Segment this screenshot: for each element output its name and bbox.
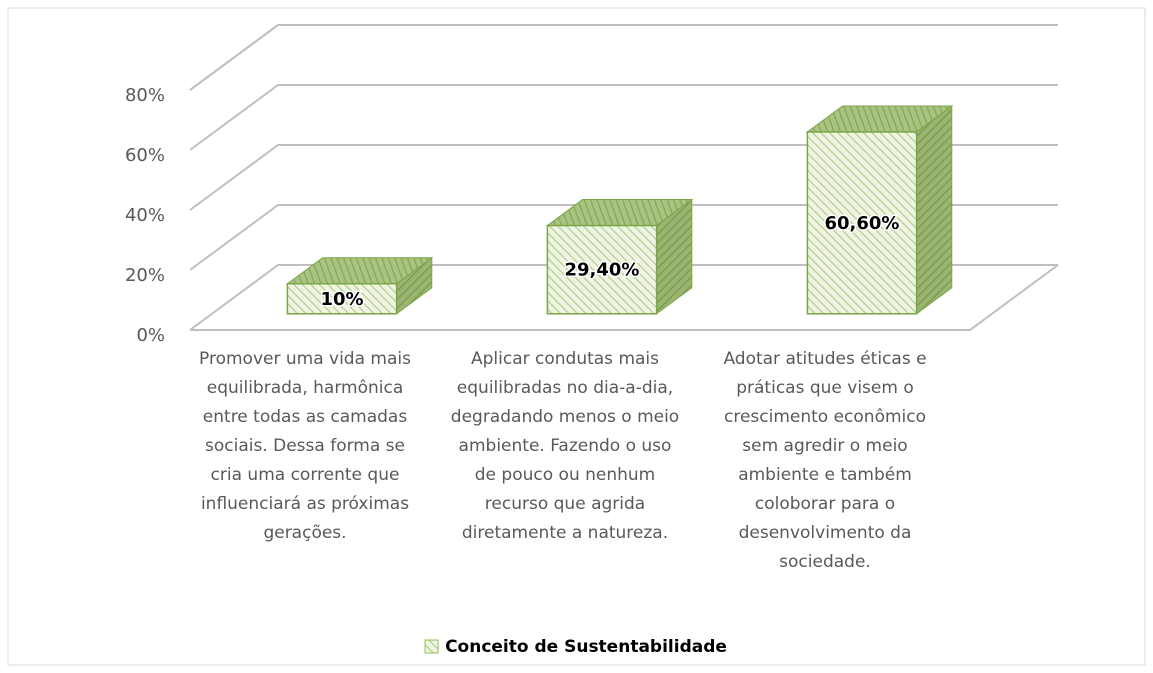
grid-line — [189, 144, 1058, 211]
grid-line — [189, 264, 1058, 331]
legend-swatch — [424, 639, 439, 654]
x-tick-label: Promover uma vida mais equilibrada, harm… — [199, 349, 411, 543]
value-label: 29,40% — [565, 260, 640, 281]
bar-side — [916, 104, 953, 315]
bar — [546, 224, 658, 315]
grid-line — [189, 204, 1058, 271]
chart-border — [7, 7, 1146, 666]
value-label: 10% — [320, 289, 363, 310]
x-tick-label: Adotar atitudes éticas e práticas que vi… — [723, 349, 927, 572]
x-tick-label: Aplicar condutas mais equilibradas no di… — [450, 349, 680, 543]
y-tick-label: 80% — [125, 85, 165, 106]
grid-line — [189, 24, 1058, 91]
value-label: 60,60% — [825, 213, 900, 234]
y-tick-label: 20% — [125, 265, 165, 286]
floor — [190, 264, 1059, 331]
bar — [806, 131, 918, 315]
y-tick-label: 40% — [125, 205, 165, 226]
legend-label: Conceito de Sustentabilidade — [445, 637, 727, 657]
y-tick-label: 0% — [136, 325, 165, 346]
bar — [286, 283, 398, 315]
y-tick-label: 60% — [125, 145, 165, 166]
grid-line — [189, 84, 1058, 151]
